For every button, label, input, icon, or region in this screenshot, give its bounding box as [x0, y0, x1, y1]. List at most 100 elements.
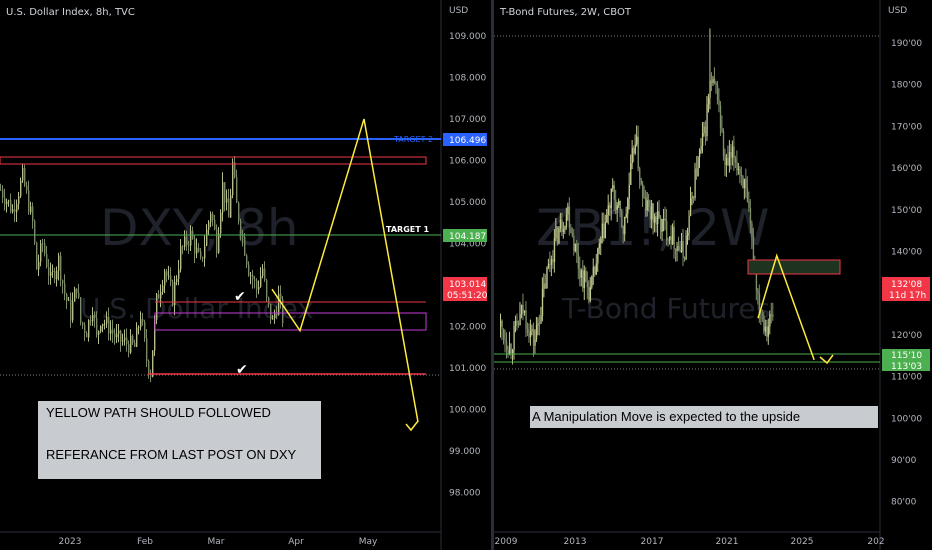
right-candle-body	[703, 126, 705, 134]
right-candle-body	[675, 249, 677, 251]
left-candle-body	[54, 271, 56, 280]
left-price-tick-label: 101.000	[449, 364, 486, 374]
left-candle-body	[268, 297, 270, 304]
right-candle-body	[751, 223, 753, 237]
right-price-tick-label: 80'00	[891, 498, 917, 508]
right-price-tick-label: 160'00	[891, 164, 922, 174]
level1-badge	[882, 349, 930, 360]
right-chart-panel[interactable]: ZB1!, 2W T-Bond Futures T-Bond Futures, …	[494, 6, 930, 547]
left-candle-body	[258, 286, 260, 290]
left-candle-body	[206, 229, 208, 246]
left-candle-body	[64, 283, 66, 295]
left-candle-body	[146, 338, 148, 362]
left-time-tick-label: Apr	[288, 537, 304, 547]
supply-zone-box[interactable]	[0, 156, 427, 165]
right-candle-body	[507, 349, 509, 355]
right-candle-body	[752, 236, 755, 264]
right-candle-body	[724, 155, 726, 166]
right-candle-body	[622, 225, 624, 235]
right-price-tick-label: 190'00	[891, 39, 922, 49]
left-candle-body	[164, 271, 166, 286]
left-candle-body	[176, 278, 178, 282]
right-candle-body	[547, 263, 550, 268]
left-candle-body	[204, 245, 206, 259]
right-price-tick-label: 90'00	[891, 456, 917, 466]
right-candle-body	[633, 147, 635, 154]
left-chart-title[interactable]: U.S. Dollar Index, 8h, TVC	[6, 7, 135, 18]
left-candle-body	[96, 317, 98, 335]
right-note-box[interactable]: A Manipulation Move is expected to the u…	[530, 406, 878, 428]
left-time-tick-label: Mar	[208, 537, 225, 547]
right-supply-zone-box[interactable]	[747, 259, 841, 275]
right-candle-body	[642, 184, 644, 198]
right-price-tick-label: 100'00	[891, 414, 922, 424]
right-candle-body	[591, 276, 593, 288]
right-candle-body	[624, 216, 626, 235]
right-chart-title[interactable]: T-Bond Futures, 2W, CBOT	[499, 7, 632, 18]
right-yellow-path[interactable]	[757, 253, 815, 361]
left-price-tick-label: 104.000	[449, 240, 486, 250]
left-candle-body	[42, 243, 44, 245]
left-price-tick-label: 108.000	[449, 74, 486, 84]
right-candle-body	[586, 281, 589, 288]
right-candle-body	[645, 197, 647, 211]
left-candle-body	[138, 327, 140, 329]
right-candle-body	[734, 158, 737, 163]
right-candle-body	[519, 314, 521, 326]
left-candle-body	[238, 202, 240, 222]
right-price-tick-label: 180'00	[891, 81, 922, 91]
demand-zone-box[interactable]	[154, 312, 427, 331]
right-candle-body	[603, 223, 605, 239]
left-candle-body	[256, 280, 258, 290]
right-candle-body	[712, 78, 714, 83]
right-candle-body	[510, 343, 512, 354]
right-time-ticks: 2009 2013 2017 2021 2025 202	[495, 537, 885, 547]
left-candle-body	[80, 297, 82, 323]
right-candle-body	[736, 162, 738, 170]
left-candle-body	[140, 319, 142, 328]
left-candle-body	[0, 189, 2, 191]
left-chart-panel[interactable]: DXY, 8h U.S. Dollar Index U.S. Dollar In…	[0, 6, 488, 547]
right-candle-body	[643, 197, 645, 199]
left-candle-body	[154, 319, 156, 351]
right-candle-body	[748, 201, 750, 209]
left-yellow-path[interactable]	[271, 118, 419, 423]
right-candle-body	[501, 320, 503, 330]
left-note-line1: YELLOW PATH SHOULD FOLLOWED	[46, 405, 271, 420]
left-candle-body	[264, 268, 266, 280]
left-candle-body	[128, 344, 130, 353]
right-candle-body	[535, 325, 538, 340]
right-candle-body	[627, 198, 629, 214]
right-candle-body	[543, 283, 545, 290]
right-time-tick-label: 2009	[495, 537, 518, 547]
left-candle-body	[266, 279, 268, 298]
right-candle-body	[601, 223, 604, 239]
right-arrow-head	[819, 354, 834, 365]
right-candle-body	[631, 147, 633, 164]
right-candle-body	[770, 314, 773, 316]
right-candle-body	[742, 176, 744, 189]
left-candle-body	[224, 182, 226, 203]
right-candle-body	[520, 305, 523, 315]
panel-divider[interactable]	[491, 0, 494, 550]
left-candle-body	[62, 280, 64, 284]
left-candle-body	[82, 322, 84, 326]
left-candle-body	[112, 329, 114, 334]
left-candle-body	[136, 327, 138, 347]
right-candle-body	[508, 343, 511, 355]
left-candle-body	[108, 316, 110, 334]
right-candle-body	[609, 205, 611, 209]
left-candle-body	[78, 292, 80, 298]
left-candle-body	[24, 168, 26, 186]
target2-price-badge	[443, 133, 487, 146]
left-candle-body	[46, 253, 48, 268]
right-candle-body	[526, 329, 529, 334]
left-candle-body	[122, 340, 124, 342]
right-candle-body	[679, 249, 681, 252]
left-note-box[interactable]: YELLOW PATH SHOULD FOLLOWED REFERANCE FR…	[38, 401, 321, 479]
right-candle-body	[640, 179, 642, 185]
right-candle-body	[670, 236, 672, 245]
right-candle-body	[682, 241, 684, 258]
right-candle-body	[660, 217, 662, 232]
right-candle-body	[604, 222, 607, 239]
